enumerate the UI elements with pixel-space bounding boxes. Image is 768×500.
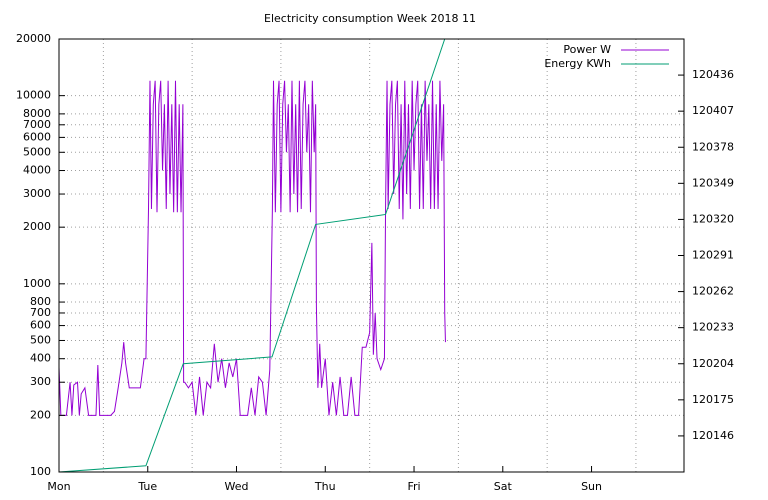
- y2-tick-label: 120146: [692, 429, 734, 442]
- y2-tick-label: 120204: [692, 357, 734, 370]
- x-tick-label: Tue: [137, 480, 157, 493]
- y2-tick-label: 120291: [692, 249, 734, 262]
- y2-tick-label: 120378: [692, 140, 734, 153]
- y2-tick-label: 120262: [692, 285, 734, 298]
- y2-tick-label: 120320: [692, 212, 734, 225]
- y-tick-label: 200: [30, 408, 51, 421]
- y-tick-label: 100: [30, 465, 51, 478]
- series-line: [59, 39, 446, 472]
- x-tick-label: Sun: [581, 480, 602, 493]
- x-tick-label: Sat: [494, 480, 513, 493]
- y-tick-label: 20000: [16, 32, 51, 45]
- y-tick-label: 5000: [23, 145, 51, 158]
- x-tick-label: Fri: [407, 480, 420, 493]
- x-tick-label: Wed: [225, 480, 249, 493]
- y2-tick-label: 120175: [692, 393, 734, 406]
- y-tick-label: 3000: [23, 187, 51, 200]
- y-tick-label: 800: [30, 295, 51, 308]
- y-tick-label: 300: [30, 375, 51, 388]
- y-tick-label: 6000: [23, 130, 51, 143]
- y2-tick-label: 120436: [692, 68, 734, 81]
- legend-label: Energy KWh: [544, 57, 611, 70]
- y-tick-label: 2000: [23, 220, 51, 233]
- y2-tick-label: 120233: [692, 321, 734, 334]
- y-tick-label: 4000: [23, 164, 51, 177]
- y2-tick-label: 120407: [692, 104, 734, 117]
- y-tick-label: 400: [30, 352, 51, 365]
- y-tick-label: 1000: [23, 277, 51, 290]
- y-tick-label: 7000: [23, 118, 51, 131]
- x-tick-label: Mon: [47, 480, 70, 493]
- y-tick-label: 8000: [23, 107, 51, 120]
- y-tick-label: 700: [30, 306, 51, 319]
- chart-title: Electricity consumption Week 2018 11: [264, 12, 476, 25]
- series-line: [59, 80, 446, 416]
- legend-label: Power W: [563, 43, 611, 56]
- y2-tick-label: 120349: [692, 176, 734, 189]
- y-tick-label: 600: [30, 319, 51, 332]
- y-tick-label: 10000: [16, 89, 51, 102]
- x-tick-label: Thu: [314, 480, 336, 493]
- y-tick-label: 500: [30, 333, 51, 346]
